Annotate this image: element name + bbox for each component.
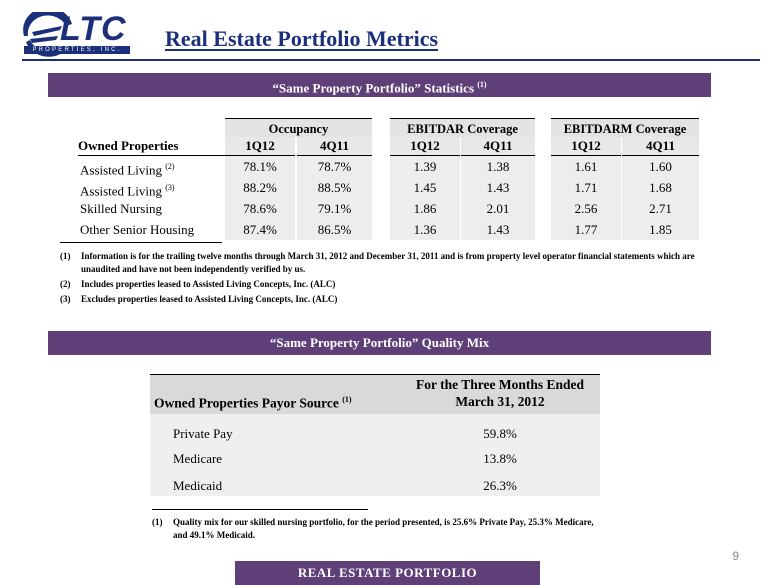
- footnote-number: (1): [152, 517, 163, 527]
- table-cell: 1.61: [574, 159, 598, 174]
- mix-table-header: Owned Properties Payor Source (1) For th…: [150, 374, 600, 415]
- table-cell: 1.77: [574, 222, 598, 237]
- stats-banner: “Same Property Portfolio” Statistics (1): [48, 73, 711, 97]
- footnote-text: Excludes properties leased to Assisted L…: [81, 294, 338, 304]
- group-header-ebitdarm: EBITDARM Coverage: [551, 118, 699, 137]
- table-cell: 2.71: [649, 201, 672, 216]
- table-cell: 1.68: [649, 180, 672, 195]
- table-cell: 1.38: [486, 159, 510, 174]
- mix-row-label: Private Pay: [173, 426, 233, 441]
- table-cell: 88.2%: [243, 180, 277, 195]
- footnote-number: (3): [60, 294, 71, 304]
- table-cell: 1.60: [649, 159, 672, 174]
- logo-letters: LTC: [60, 10, 127, 48]
- col-header: 1Q12: [225, 137, 295, 156]
- table-cell: 78.7%: [317, 159, 352, 174]
- mix-col-header-line2: March 31, 2012: [455, 394, 545, 409]
- col-header: 4Q11: [297, 137, 372, 156]
- table-row-label: Assisted Living (3): [80, 183, 175, 199]
- table-row-label: Other Senior Housing: [80, 222, 195, 237]
- table-cell: 2.56: [574, 201, 598, 216]
- stats-banner-text: “Same Property Portfolio” Statistics: [272, 80, 474, 96]
- col-header: 4Q11: [622, 137, 699, 156]
- mix-row-value: 26.3%: [483, 478, 517, 493]
- footnote-text: Information is for the trailing twelve m…: [81, 251, 695, 261]
- footnote-rule: [152, 509, 368, 510]
- table-cell: 1.36: [413, 222, 437, 237]
- footnote-text: unaudited and have not been independentl…: [81, 264, 306, 274]
- table-cell: 1.39: [413, 159, 437, 174]
- page-title: Real Estate Portfolio Metrics: [165, 26, 439, 51]
- mix-banner: “Same Property Portfolio” Quality Mix: [48, 331, 711, 355]
- mix-row-value: 13.8%: [483, 451, 517, 466]
- table-cell: 86.5%: [317, 222, 352, 237]
- table-cell: 1.85: [649, 222, 672, 237]
- mix-footnote: (1) Quality mix for our skilled nursing …: [152, 516, 672, 544]
- stats-banner-ref: (1): [477, 80, 487, 89]
- mix-row-header: Owned Properties Payor Source (1): [154, 395, 352, 411]
- col-shade: [390, 156, 460, 240]
- col-shade: [297, 156, 372, 240]
- col-shade: [461, 156, 535, 240]
- page-number: 9: [732, 549, 739, 563]
- footnote-number: (2): [60, 279, 71, 289]
- table-cell: 78.1%: [243, 159, 277, 174]
- mix-banner-text: “Same Property Portfolio” Quality Mix: [269, 335, 490, 350]
- table-cell: 78.6%: [243, 201, 277, 216]
- table-cell: 1.43: [486, 222, 510, 237]
- table-cell: 88.5%: [317, 180, 352, 195]
- table-cell: 1.43: [486, 180, 510, 195]
- group-header-ebitdar: EBITDAR Coverage: [390, 118, 535, 137]
- table-cell: 1.71: [574, 180, 598, 195]
- table-row-label: Skilled Nursing: [80, 201, 162, 216]
- group-header-occupancy: Occupancy: [225, 118, 372, 137]
- footer-banner: REAL ESTATE PORTFOLIO: [235, 561, 540, 585]
- table-cell: 79.1%: [317, 201, 352, 216]
- table-cell: 2.01: [486, 201, 510, 216]
- footnote-text: Quality mix for our skilled nursing port…: [173, 517, 594, 527]
- footnote-text: and 49.1% Medicaid.: [173, 530, 256, 540]
- col-shade: [622, 156, 699, 240]
- col-header: 1Q12: [551, 137, 621, 156]
- table-cell: 87.4%: [243, 222, 277, 237]
- mix-row-label: Medicare: [173, 451, 223, 466]
- footnote-rule: [60, 242, 222, 243]
- col-shade: [551, 156, 621, 240]
- mix-table-body: Private Pay 59.8% Medicare 13.8% Medicai…: [150, 414, 600, 496]
- row-header: Owned Properties: [78, 137, 225, 156]
- mix-row-label: Medicaid: [173, 478, 223, 493]
- table-cell: 1.45: [413, 180, 437, 195]
- col-header: 4Q11: [461, 137, 535, 156]
- title-rule: [22, 59, 760, 61]
- footnote-number: (1): [60, 251, 71, 261]
- footnote-text: Includes properties leased to Assisted L…: [81, 279, 336, 289]
- mix-row-value: 59.8%: [483, 426, 517, 441]
- col-header: 1Q12: [390, 137, 460, 156]
- mix-col-header-line1: For the Three Months Ended: [415, 377, 585, 392]
- table-row-label: Assisted Living (2): [80, 162, 175, 178]
- stats-footnotes: (1) Information is for the trailing twel…: [60, 250, 730, 310]
- col-shade: [225, 156, 295, 240]
- table-cell: 1.86: [413, 201, 437, 216]
- logo-subtitle: PROPERTIES, INC.: [24, 46, 130, 54]
